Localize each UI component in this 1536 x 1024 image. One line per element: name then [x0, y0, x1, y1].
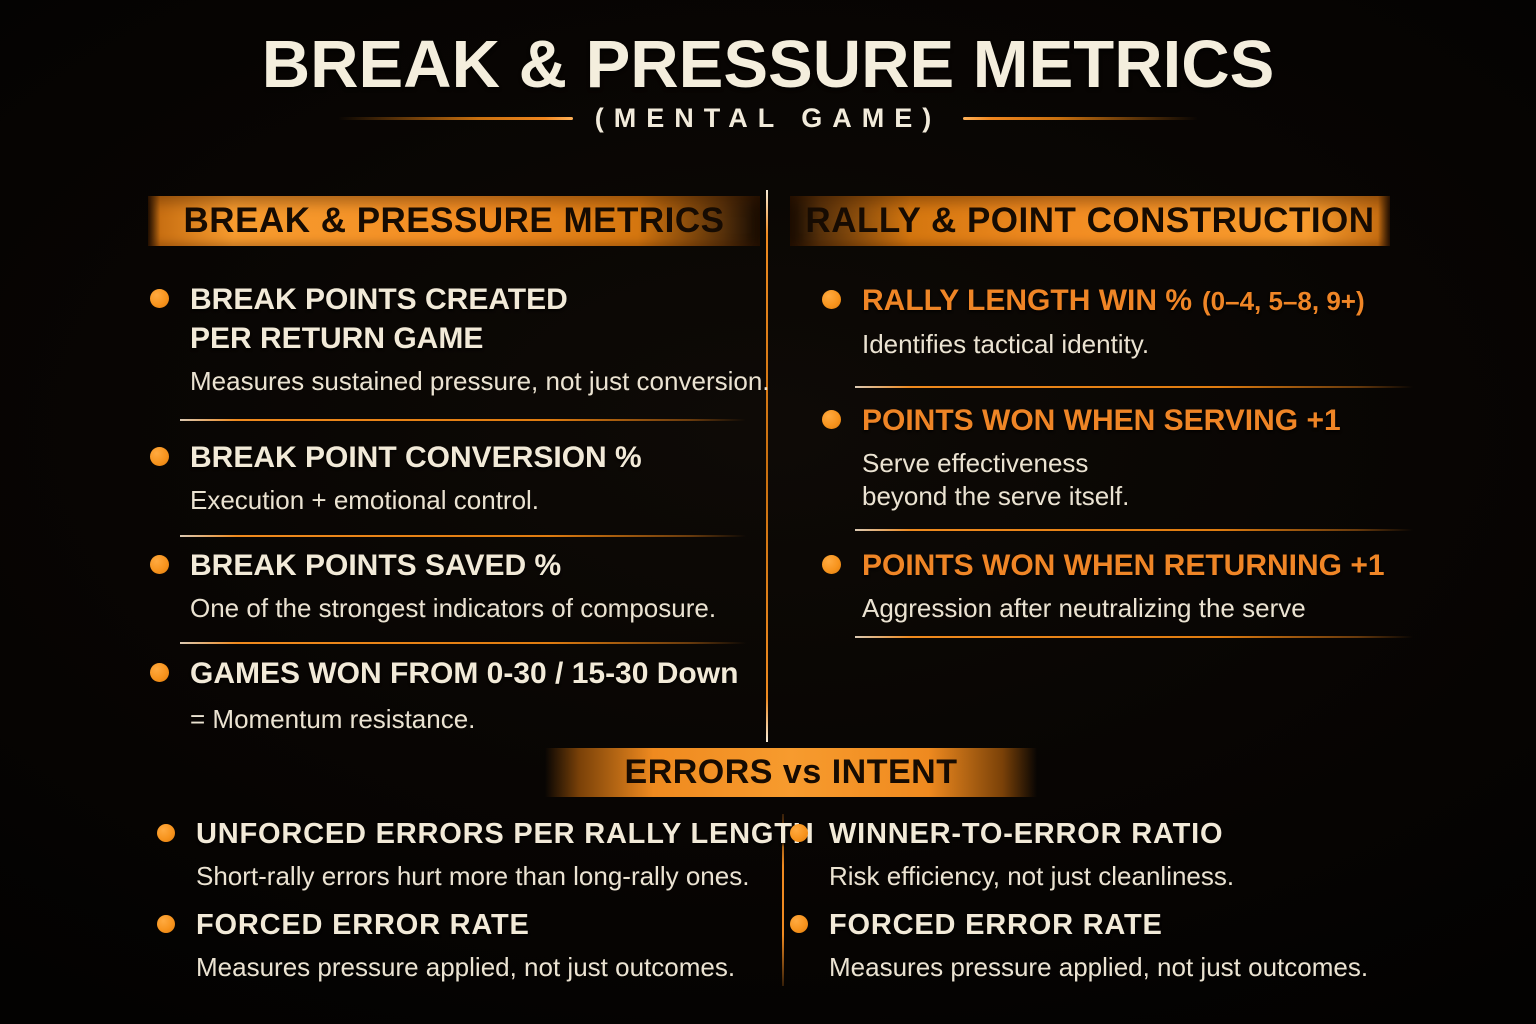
metric-item-break-point-conversion: BREAK POINT CONVERSION % Execution + emo…: [150, 438, 642, 517]
metric-desc: Measures sustained pressure, not just co…: [190, 366, 770, 396]
bullet-icon: [157, 915, 175, 933]
metric-title: BREAK POINTS CREATED PER RETURN GAME: [190, 283, 568, 355]
metric-desc: Identifies tactical identity.: [862, 329, 1150, 359]
metric-title: POINTS WON WHEN SERVING +1: [862, 404, 1341, 437]
item-divider: [855, 529, 1413, 531]
metric-item-points-won-returning: POINTS WON WHEN RETURNING +1 Aggression …: [822, 546, 1385, 625]
subtitle-right-line: [963, 117, 1199, 120]
item-divider: [180, 419, 746, 421]
metric-desc: Execution + emotional control.: [190, 485, 540, 515]
metric-item-games-won-from-down: GAMES WON FROM 0-30 / 15-30 Down = Momen…: [150, 654, 738, 736]
metric-desc: = Momentum resistance.: [190, 704, 476, 734]
item-divider: [855, 636, 1413, 638]
metric-item-winner-to-error: WINNER-TO-ERROR RATIO Risk efficiency, n…: [790, 816, 1234, 893]
bottom-section-header: ERRORS vs INTENT: [545, 748, 1037, 797]
page-subtitle-row: (MENTAL GAME): [0, 103, 1536, 134]
metric-title-note: (0–4, 5–8, 9+): [1202, 286, 1365, 316]
metric-title: RALLY LENGTH WIN % (0–4, 5–8, 9+): [862, 284, 1365, 317]
metric-desc: Measures pressure applied, not just outc…: [196, 952, 736, 982]
metric-desc: Risk efficiency, not just cleanliness.: [829, 861, 1235, 891]
bullet-icon: [150, 555, 169, 574]
metric-title: BREAK POINT CONVERSION %: [190, 441, 642, 474]
metric-item-rally-length-win: RALLY LENGTH WIN % (0–4, 5–8, 9+) Identif…: [822, 281, 1365, 361]
item-divider: [855, 386, 1413, 388]
page-title: BREAK & PRESSURE METRICS: [261, 27, 1275, 102]
bullet-icon: [822, 555, 841, 574]
bullet-icon: [150, 289, 169, 308]
bullet-icon: [157, 824, 175, 842]
metric-title: UNFORCED ERRORS PER RALLY LENGTH: [196, 818, 815, 850]
page-subtitle: (MENTAL GAME): [594, 103, 942, 133]
metric-desc: One of the strongest indicators of compo…: [190, 593, 717, 623]
metric-title: POINTS WON WHEN RETURNING +1: [862, 549, 1385, 582]
metric-item-break-points-saved: BREAK POINTS SAVED % One of the stronges…: [150, 546, 716, 625]
bullet-icon: [150, 447, 169, 466]
metric-desc: Serve effectiveness beyond the serve its…: [862, 448, 1130, 511]
bullet-icon: [790, 915, 808, 933]
item-divider: [180, 642, 746, 644]
subtitle-left-line: [337, 117, 573, 120]
metric-title: WINNER-TO-ERROR RATIO: [829, 818, 1224, 850]
bullet-icon: [822, 290, 841, 309]
metric-item-forced-error-rate-right: FORCED ERROR RATE Measures pressure appl…: [790, 907, 1368, 984]
bullet-icon: [790, 824, 808, 842]
metric-item-unforced-errors: UNFORCED ERRORS PER RALLY LENGTH Short-r…: [157, 816, 815, 893]
bottom-column-divider: [782, 814, 784, 986]
metric-title: FORCED ERROR RATE: [829, 909, 1163, 941]
metric-title: GAMES WON FROM 0-30 / 15-30 Down: [190, 657, 739, 690]
metric-item-points-won-serving: POINTS WON WHEN SERVING +1 Serve effecti…: [822, 401, 1341, 513]
item-divider: [180, 535, 746, 537]
column-divider: [766, 190, 768, 742]
bullet-icon: [822, 410, 841, 429]
metric-desc: Measures pressure applied, not just outc…: [829, 952, 1369, 982]
right-section-header: RALLY & POINT CONSTRUCTION: [790, 196, 1390, 246]
metric-item-forced-error-rate-left: FORCED ERROR RATE Measures pressure appl…: [157, 907, 735, 984]
left-section-header: BREAK & PRESSURE METRICS: [148, 196, 760, 246]
metric-desc: Short-rally errors hurt more than long-r…: [196, 861, 750, 891]
metric-desc: Aggression after neutralizing the serve: [862, 593, 1306, 623]
metric-title: BREAK POINTS SAVED %: [190, 549, 562, 582]
bullet-icon: [150, 663, 169, 682]
metric-title: FORCED ERROR RATE: [196, 909, 530, 941]
metric-item-break-points-created: BREAK POINTS CREATED PER RETURN GAME Mea…: [150, 280, 770, 398]
